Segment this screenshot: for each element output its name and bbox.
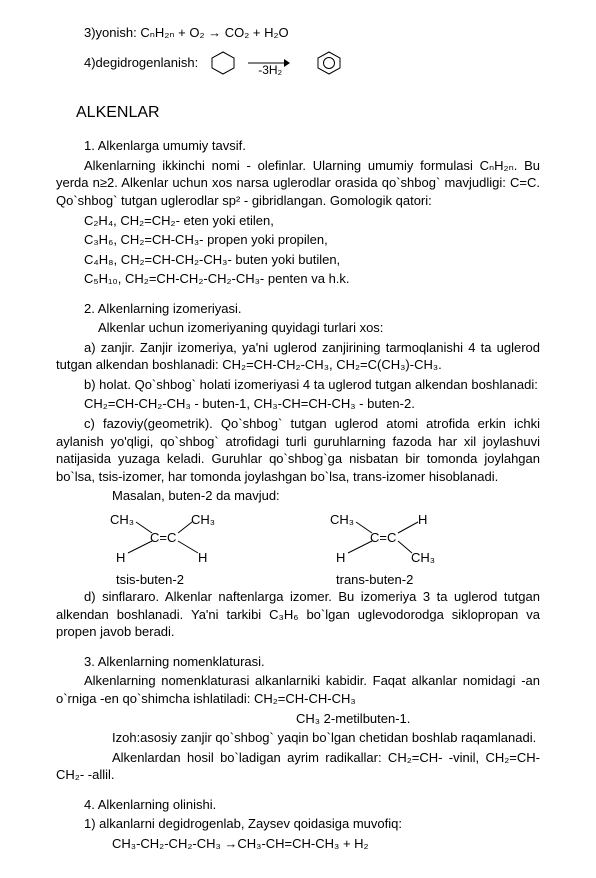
s2-heading: 2. Alkenlarning izomeriyasi. bbox=[56, 300, 540, 318]
cis-name: tsis-buten-2 bbox=[116, 571, 256, 589]
s4-p2: CH₃-CH₂-CH₂-CH₃ →CH₃-CH=CH-CH₃ + H₂ bbox=[56, 835, 540, 853]
s3-heading: 3. Alkenlarning nomenklaturasi. bbox=[56, 653, 540, 671]
document-page: 3)yonish: CₙH₂ₙ + O₂ → CO₂ + H₂O 4)degid… bbox=[0, 0, 596, 878]
s2-p5: c) fazoviy(geometrik). Qo`shbog` tutgan … bbox=[56, 415, 540, 485]
s1-item3: C₄H₈, CH₂=CH-CH₂-CH₃- buten yoki butilen… bbox=[84, 251, 540, 269]
s3-p1a: CH₃ 2-metilbuten-1. bbox=[296, 710, 540, 728]
s4-p1: 1) alkanlarni degidrogenlab, Zaysev qoid… bbox=[56, 815, 540, 833]
reaction-dehydrogen: 4)degidrogenlanish: -3H₂ bbox=[84, 48, 540, 78]
s2-p7: d) sinflararo. Alkenlar naftenlarga izom… bbox=[56, 588, 540, 641]
s2-p3: b) holat. Qo`shbog` holati izomeriyasi 4… bbox=[56, 376, 540, 394]
s1-item4: C₅H₁₀, CH₂=CH-CH₂-CH₂-CH₃- penten va h.k… bbox=[84, 270, 540, 288]
dehydro-mid: -3H₂ bbox=[258, 62, 282, 78]
trans-name: trans-buten-2 bbox=[336, 571, 476, 589]
s1-para1: Alkenlarning ikkinchi nomi - olefinlar. … bbox=[56, 157, 540, 210]
cis-bonds-icon bbox=[106, 511, 246, 567]
dehydro-label: 4)degidrogenlanish: bbox=[84, 54, 198, 72]
s2-p4: CH₂=CH-CH₂-CH₃ - buten-1, CH₃-CH=CH-CH₃ … bbox=[84, 395, 540, 413]
cis-molecule: CH₃ CH₃ C=C H H bbox=[106, 511, 246, 567]
main-title: ALKENLAR bbox=[76, 102, 540, 124]
s2-p2: a) zanjir. Zanjir izomeriya, ya'ni ugler… bbox=[56, 339, 540, 374]
reaction-yonish: 3)yonish: CₙH₂ₙ + O₂ → CO₂ + H₂O bbox=[56, 24, 540, 42]
s2-p6: Masalan, buten-2 da mavjud: bbox=[56, 487, 540, 505]
benzene-icon bbox=[316, 51, 342, 75]
s3-p1: Alkenlarning nomenklaturasi alkanlarniki… bbox=[56, 672, 540, 707]
isomer-labels: tsis-buten-2 trans-buten-2 bbox=[116, 571, 540, 589]
s3-p2: Izoh:asosiy zanjir qo`shbog` yaqin bo`lg… bbox=[56, 729, 540, 747]
s4-heading: 4. Alkenlarning olinishi. bbox=[56, 796, 540, 814]
s3-p3: Alkenlardan hosil bo`ladigan ayrim radik… bbox=[56, 749, 540, 784]
s1-heading: 1. Alkenlarga umumiy tavsif. bbox=[56, 137, 540, 155]
cyclohexane-icon bbox=[210, 51, 236, 75]
isomer-diagram: CH₃ CH₃ C=C H H CH₃ H C=C H CH₃ bbox=[106, 511, 540, 567]
s1-item1: C₂H₄, CH₂=CH₂- eten yoki etilen, bbox=[84, 212, 540, 230]
s2-p1: Alkenlar uchun izomeriyaning quyidagi tu… bbox=[56, 319, 540, 337]
trans-molecule: CH₃ H C=C H CH₃ bbox=[326, 511, 466, 567]
trans-bonds-icon bbox=[326, 511, 466, 567]
s1-item2: C₃H₆, CH₂=CH-CH₃- propen yoki propilen, bbox=[84, 231, 540, 249]
